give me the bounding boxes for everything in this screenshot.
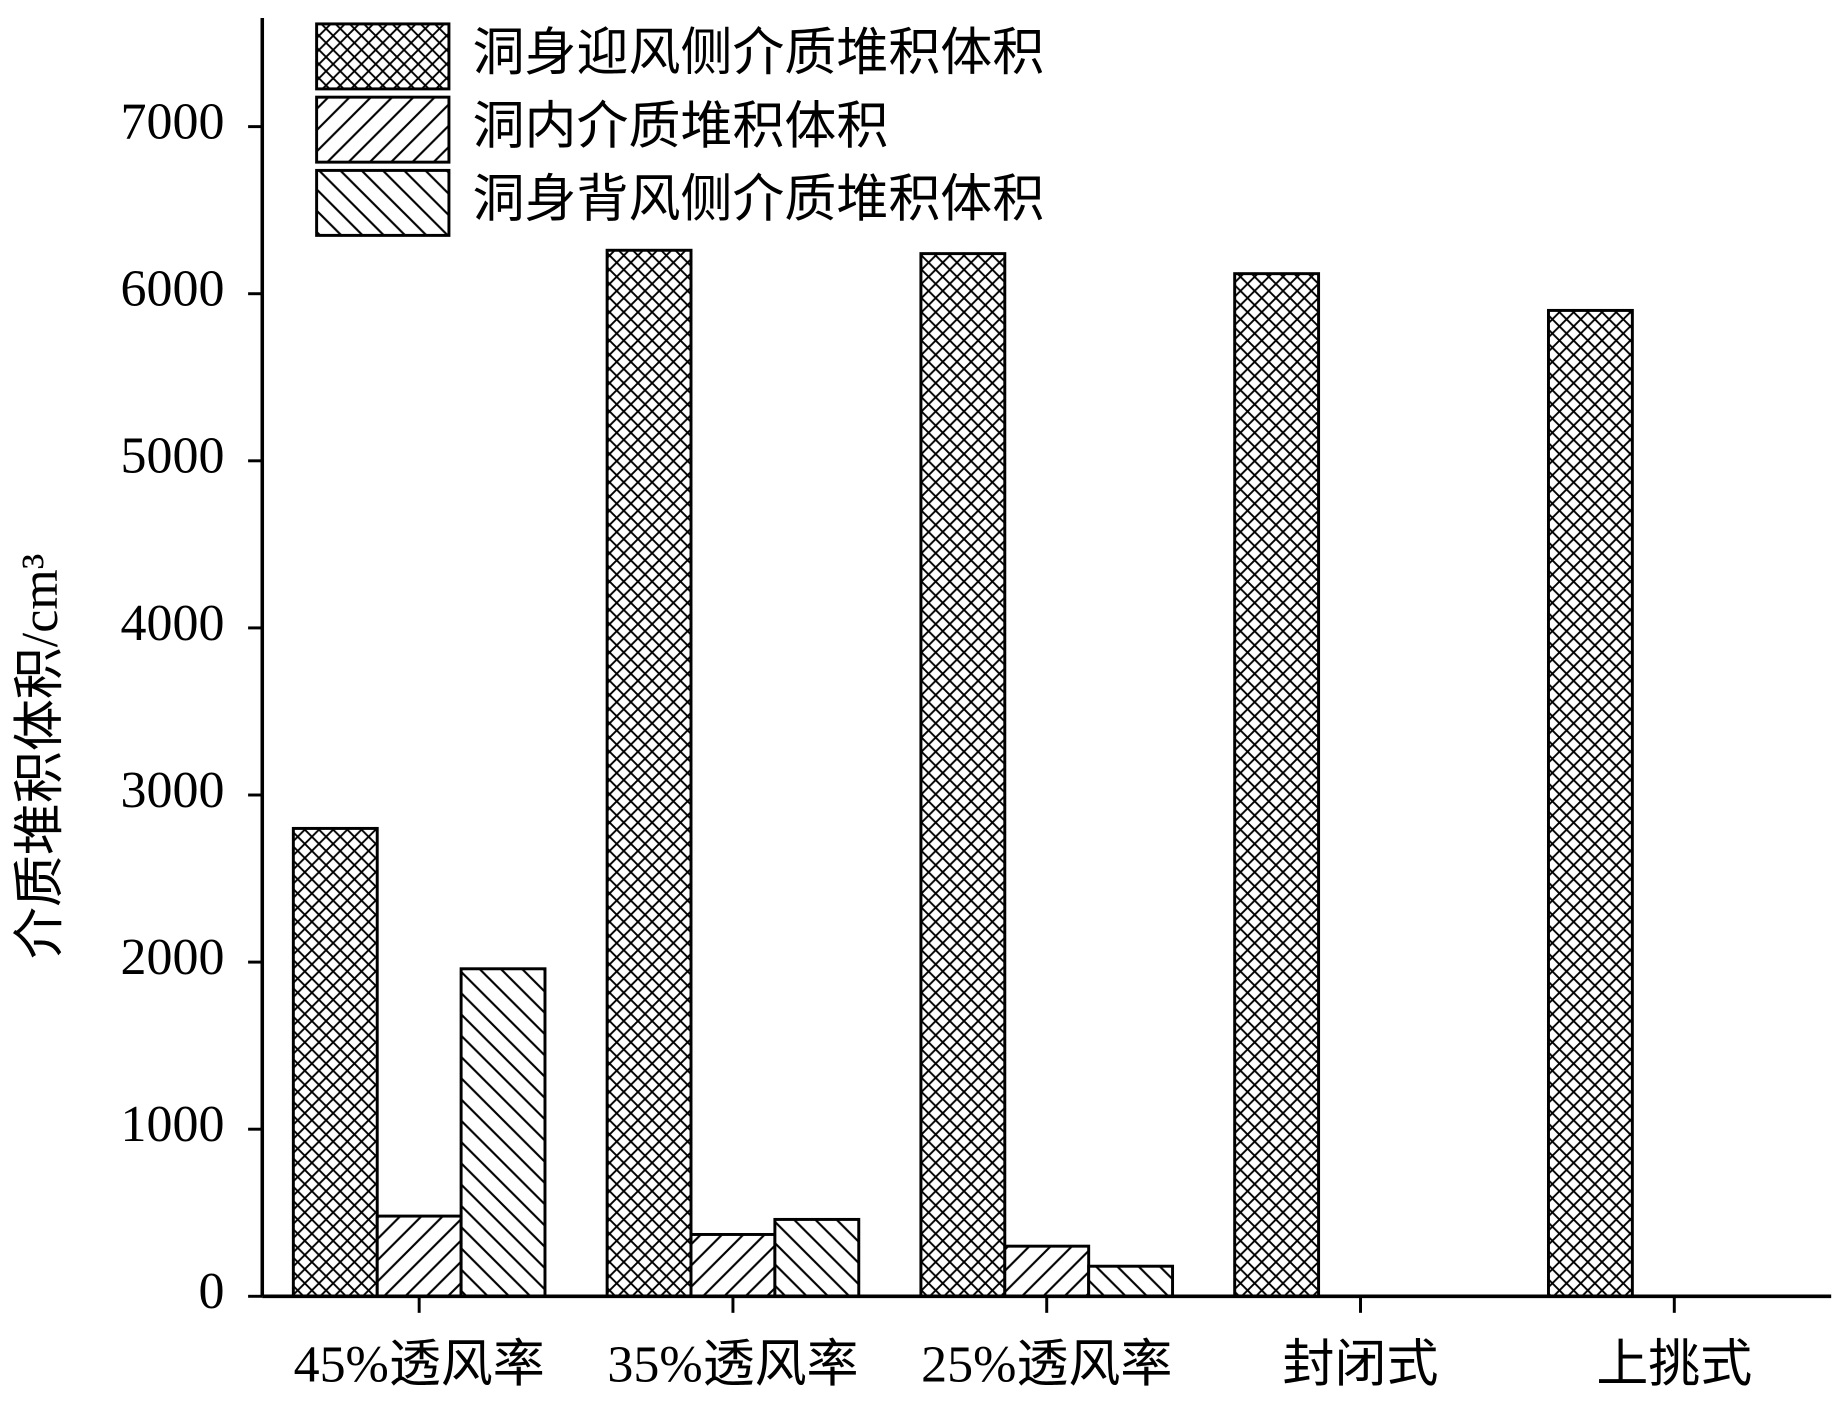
bar (1087, 1264, 1175, 1298)
legend-swatch (315, 95, 451, 164)
y-tick-label: 6000 (121, 261, 225, 318)
y-tick-label: 4000 (121, 595, 225, 652)
y-tick-label: 7000 (121, 94, 225, 151)
x-tick-label: 35%透风率 (607, 1336, 858, 1393)
y-axis-label: 介质堆积体积/cm³ (12, 554, 69, 959)
y-tick-label: 2000 (121, 929, 225, 986)
x-tick-label: 上挑式 (1596, 1336, 1752, 1393)
legend-label: 洞身迎风侧介质堆积体积 (473, 25, 1045, 82)
y-tick-label: 3000 (121, 762, 225, 819)
legend-label: 洞身背风侧介质堆积体积 (473, 172, 1045, 229)
bar (773, 1217, 861, 1298)
x-tick-label: 25%透风率 (921, 1336, 1172, 1393)
bar (375, 1214, 463, 1298)
y-tick-label: 0 (198, 1263, 224, 1320)
y-tick-label: 5000 (121, 428, 225, 485)
bar (1546, 308, 1634, 1298)
bar (1233, 272, 1321, 1298)
bar (919, 252, 1007, 1298)
legend-swatch (315, 168, 451, 237)
bar (605, 248, 693, 1298)
x-tick-label: 封闭式 (1283, 1336, 1439, 1393)
y-tick-label: 1000 (121, 1096, 225, 1153)
bar (689, 1232, 777, 1298)
bar (459, 967, 547, 1298)
legend-swatch (315, 22, 451, 91)
legend-label: 洞内介质堆积体积 (473, 98, 889, 155)
x-tick-label: 45%透风率 (294, 1336, 545, 1393)
bar (1003, 1244, 1091, 1298)
bar (291, 826, 379, 1298)
